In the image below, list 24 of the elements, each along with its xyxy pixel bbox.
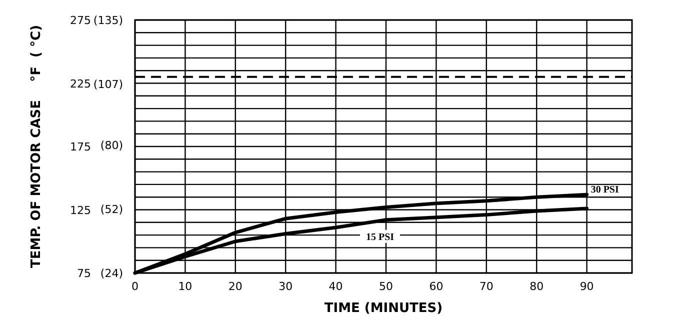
x-tick-label: 10	[178, 280, 192, 293]
x-tick-label: 70	[479, 280, 494, 293]
y2-tick-label: (80)	[100, 139, 123, 152]
series-label: 15 PSI	[366, 232, 394, 243]
x-tick-label: 90	[580, 280, 594, 293]
x-tick-label: 30	[278, 280, 293, 293]
series-label: 30 PSI	[590, 184, 619, 196]
y-tick-label: 175	[70, 140, 91, 154]
y2-tick-label: (24)	[100, 266, 123, 280]
y2-tick-label: (52)	[100, 203, 123, 216]
y-tick-label: 75	[77, 267, 91, 280]
y2-tick-label: (107)	[93, 78, 123, 91]
x-tick-label: 40	[328, 280, 343, 293]
x-tick-label: 20	[228, 280, 242, 293]
y-tick-label: 225	[70, 77, 91, 90]
y-tick-label: 275	[70, 14, 91, 27]
x-tick-label: 80	[530, 280, 544, 293]
x-tick-label: 0	[132, 280, 138, 293]
x-axis-title: TIME (MINUTES)	[324, 301, 443, 316]
y2-tick-label: (135)	[93, 14, 123, 27]
x-tick-label: 60	[429, 280, 444, 293]
x-tick-label: 50	[379, 280, 394, 293]
y-tick-label: 125	[70, 204, 91, 217]
y-axis-title: TEMP. OF MOTOR CASE °F ( °C)	[29, 24, 44, 268]
